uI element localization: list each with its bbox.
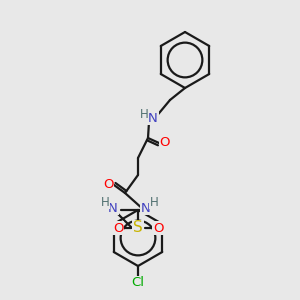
- Text: H: H: [140, 109, 148, 122]
- Text: N: N: [148, 112, 158, 124]
- Text: O: O: [113, 221, 123, 235]
- Text: O: O: [160, 136, 170, 149]
- Text: N: N: [141, 202, 151, 214]
- Text: S: S: [133, 220, 143, 236]
- Text: N: N: [108, 202, 118, 214]
- Text: H: H: [150, 196, 158, 208]
- Text: Cl: Cl: [131, 277, 145, 290]
- Text: O: O: [103, 178, 113, 191]
- Text: O: O: [153, 221, 163, 235]
- Text: H: H: [100, 196, 109, 208]
